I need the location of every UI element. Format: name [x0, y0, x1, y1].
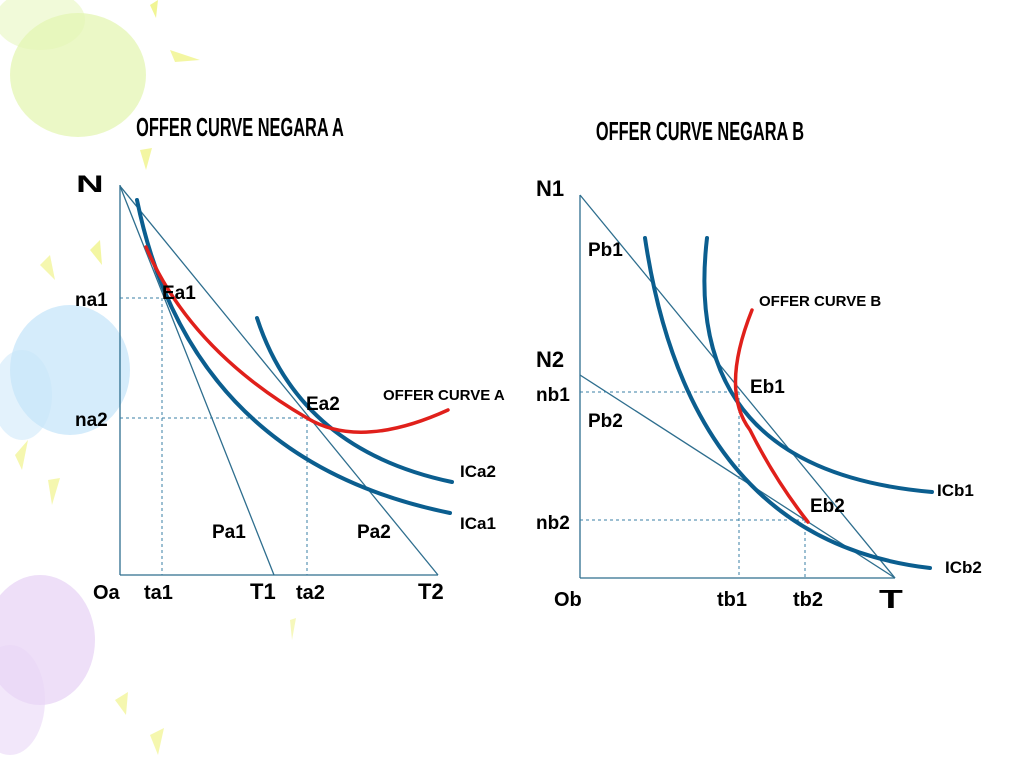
panel-a-tick-ta1: ta1 [144, 582, 173, 604]
panel-a-tick-t1: T1 [250, 579, 276, 604]
panel-b-x-axis-label: T [879, 585, 903, 614]
decor-yellow-star [90, 240, 102, 265]
panel-b-y-axis-top-label: N1 [536, 176, 564, 201]
decor-yellow-star [150, 0, 158, 18]
panel-a-y-axis-label: N [76, 170, 104, 197]
panel-b-point-eb1: Eb1 [750, 377, 785, 398]
panel-a-tick-ta2: ta2 [296, 582, 325, 604]
panel-b-label-icb1: ICb1 [937, 481, 974, 500]
panel-a-tick-na2: na2 [75, 410, 108, 431]
panel-b-label-pb1: Pb1 [588, 240, 623, 261]
panel-b-tick-tb2: tb2 [793, 589, 823, 611]
panel-a-label-ica2: ICa2 [460, 462, 496, 481]
decor-yellow-star [48, 478, 60, 505]
decor-purple-balloon-2 [0, 645, 45, 755]
panel-a-label-pa2: Pa2 [357, 522, 391, 543]
decor-blue-balloon-2 [0, 350, 52, 440]
panel-b-offer-curve-label: OFFER CURVE B [759, 293, 881, 310]
decor-yellow-star [170, 50, 200, 62]
panel-b-title: OFFER CURVE NEGARA B [596, 116, 804, 146]
panel-a-price-line-pa2 [119, 185, 439, 576]
decor-green-balloon-2 [0, 0, 85, 50]
decor-yellow-star [40, 255, 55, 280]
panel-b-tick-nb2: nb2 [536, 513, 570, 534]
panel-a-price-line-pa1 [119, 185, 275, 576]
decor-yellow-star [150, 728, 164, 755]
panel-a-title: OFFER CURVE NEGARA A [136, 112, 344, 142]
panel-a-point-ea1: Ea1 [162, 283, 196, 304]
panel-b-tick-nb1: nb1 [536, 385, 570, 406]
panel-a-tick-na1: na1 [75, 290, 108, 311]
panel-a-label-pa1: Pa1 [212, 522, 246, 543]
panel-b-origin-label: Ob [554, 589, 582, 611]
panel-b-tick-tb1: tb1 [717, 589, 747, 611]
panel-b-indifference-curve-icb2 [643, 236, 932, 570]
panel-a-diagram: OFFER CURVE NEGARA A N na1 na2 Oa ta1 T1… [75, 112, 505, 604]
panel-b-label-icb2: ICb2 [945, 558, 982, 577]
panel-a-indifference-curve-ica2 [255, 316, 454, 484]
panel-b-indifference-curve-icb1 [702, 236, 934, 494]
decor-yellow-star [15, 440, 28, 470]
panel-a-tick-t2: T2 [418, 579, 444, 604]
decor-yellow-star [290, 618, 296, 640]
panel-a-offer-curve-label: OFFER CURVE A [383, 387, 505, 404]
panel-b-y-axis-mid-label: N2 [536, 347, 564, 372]
panel-a-origin-label: Oa [93, 582, 121, 604]
panel-a-offer-curve [144, 245, 450, 434]
panel-b-offer-curve [733, 308, 810, 524]
panel-b-price-line-pb1 [579, 194, 896, 579]
background-decoration [0, 0, 296, 755]
panel-a-label-ica1: ICa1 [460, 514, 496, 533]
panel-b-label-pb2: Pb2 [588, 411, 623, 432]
decor-yellow-star [140, 148, 152, 170]
panel-b-point-eb2: Eb2 [810, 496, 845, 517]
decor-yellow-star [115, 692, 128, 715]
panel-a-point-ea2: Ea2 [306, 394, 340, 415]
panel-b-diagram: OFFER CURVE NEGARA B N1 N2 nb1 nb2 Pb1 P… [536, 116, 982, 614]
